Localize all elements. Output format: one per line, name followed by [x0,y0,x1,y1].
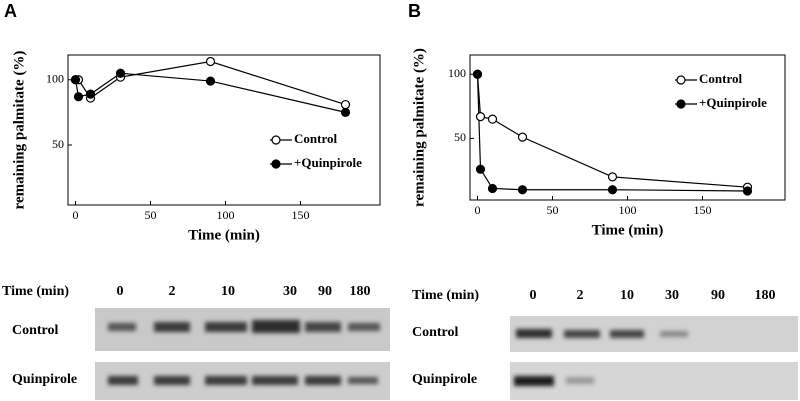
blot-time: 30 [283,284,297,299]
blot-time-label: Time (min) [412,288,479,303]
blot-time: 10 [620,288,634,303]
legend-label: +Quinpirole [699,95,767,110]
x-axis-label: Time (min) [592,222,664,238]
x-tick-label: 100 [217,208,235,222]
band [252,376,298,385]
band [252,320,300,333]
legend-label: Control [294,131,337,146]
blot-time: 180 [755,288,776,303]
blot-time: 180 [350,284,371,299]
blot-row-label: Quinpirole [12,372,77,387]
legend-marker [676,99,686,109]
legend-marker [271,135,281,145]
x-tick-label: 0 [73,208,79,222]
data-point [487,183,498,194]
blot-row-label: Control [12,323,59,338]
blot-time-label: Time (min) [2,284,69,299]
data-point [340,99,351,110]
blot-row-label: Quinpirole [412,372,477,387]
blot-time: 30 [665,288,679,303]
y-axis-label: remaining palmitate (%) [411,48,427,207]
y-axis-label: remaining palmitate (%) [11,51,27,210]
band [205,376,247,385]
x-tick-label: 150 [694,203,712,217]
band [205,322,247,332]
legend-marker [676,75,686,85]
data-point [742,186,753,196]
legend-label: +Quinpirole [294,155,362,170]
band [154,322,190,332]
x-axis-label: Time (min) [188,227,260,243]
data-point [475,164,486,174]
band [108,376,138,385]
band [348,323,380,331]
blot-time: 10 [221,284,235,299]
blot-time: 90 [711,288,725,303]
x-tick-label: 50 [145,208,157,222]
band [564,330,600,338]
y-tick-label: 100 [448,66,466,80]
data-point [205,76,216,86]
series-line [476,74,748,188]
plot-frame [67,54,381,206]
data-point [205,56,216,67]
band [514,376,554,386]
data-point [517,132,528,142]
band [566,377,594,384]
data-point [475,111,486,122]
legend-marker [271,159,281,169]
x-tick-label: 150 [292,208,310,222]
blot-background [510,362,798,400]
data-point [607,172,618,182]
band [108,323,136,331]
band [660,331,688,337]
blot-background [510,316,798,352]
blot-time: 2 [577,288,584,303]
y-tick-label: 100 [46,72,64,86]
legend-label: Control [699,71,742,86]
data-point [472,69,483,79]
band [305,376,341,385]
blot-row-label: Control [412,325,459,340]
panel-label: A [4,1,17,21]
band [154,376,190,385]
x-tick-label: 50 [547,203,559,217]
band [516,329,552,338]
y-tick-label: 50 [52,137,64,151]
band [610,330,644,338]
data-point [517,185,528,195]
blot-time: 0 [117,284,124,299]
blot-time: 90 [318,284,332,299]
blot-time: 0 [530,288,537,303]
x-tick-label: 0 [475,203,481,217]
blot-time: 2 [169,284,176,299]
data-point [340,107,351,117]
data-point [73,92,84,102]
data-point [487,114,498,124]
x-tick-label: 100 [619,203,637,217]
data-point [85,89,96,99]
panel-label: B [408,1,421,21]
y-tick-label: 50 [454,130,466,144]
data-point [115,68,126,78]
bands [108,320,688,386]
series-line [476,74,748,192]
band [305,322,341,332]
band [348,377,378,384]
data-point [70,75,81,85]
data-point [607,185,618,195]
blot-images [95,308,798,400]
